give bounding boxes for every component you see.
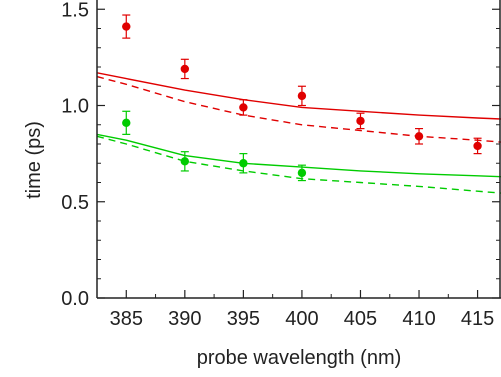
data-point — [356, 116, 365, 126]
solid-fit-line — [97, 133, 501, 178]
data-point — [473, 141, 482, 151]
data-point — [122, 22, 131, 31]
plot-area — [97, 14, 501, 194]
y-tick-label: 1.5 — [61, 0, 89, 21]
data-point — [180, 64, 190, 74]
x-tick-label: 390 — [168, 308, 201, 330]
data-point — [180, 157, 190, 166]
dashed-fit-line — [97, 135, 501, 194]
x-axis-title: probe wavelength (nm) — [197, 347, 402, 369]
x-tick-label: 395 — [227, 308, 260, 330]
solid-fit-line — [97, 72, 501, 120]
data-point — [122, 118, 131, 128]
x-tick-label: 410 — [402, 308, 435, 330]
dashed-fit-line — [97, 75, 501, 143]
y-tick-label: 0.0 — [61, 288, 89, 310]
y-tick-label: 0.5 — [61, 192, 89, 214]
x-tick-label: 405 — [344, 308, 377, 330]
x-tick-label: 400 — [285, 308, 318, 330]
x-tick-label: 385 — [110, 308, 143, 330]
data-point — [239, 103, 248, 112]
data-point — [297, 91, 307, 101]
y-axis-title: time (ps) — [23, 121, 45, 199]
axes: 0.0 0.5 1.0 1.5 385 390 395 400 405 410 415 — [61, 0, 501, 330]
x-tick-label: 415 — [461, 308, 494, 330]
data-point — [297, 168, 307, 178]
y-tick-label: 1.0 — [61, 96, 89, 118]
